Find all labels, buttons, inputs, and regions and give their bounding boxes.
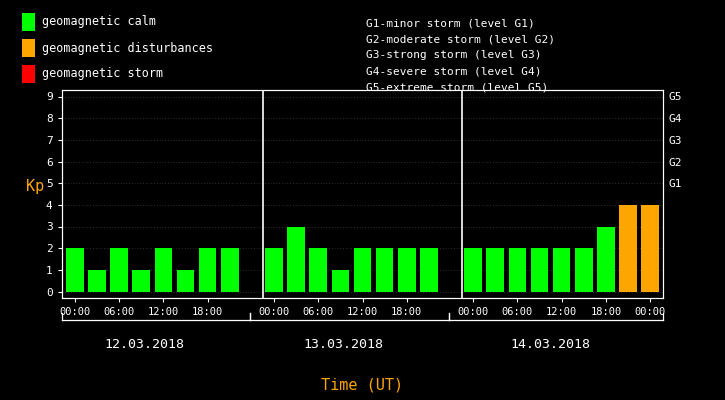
Bar	[287, 226, 305, 292]
Bar	[66, 248, 84, 292]
Text: geomagnetic calm: geomagnetic calm	[42, 16, 156, 28]
Bar	[133, 270, 150, 292]
Text: geomagnetic storm: geomagnetic storm	[42, 68, 163, 80]
Bar	[177, 270, 194, 292]
Text: G4-severe storm (level G4): G4-severe storm (level G4)	[366, 66, 542, 76]
Bar	[199, 248, 217, 292]
Bar	[575, 248, 592, 292]
Bar	[265, 248, 283, 292]
Bar	[221, 248, 239, 292]
Bar	[110, 248, 128, 292]
Bar	[619, 205, 637, 292]
Text: G3-strong storm (level G3): G3-strong storm (level G3)	[366, 50, 542, 60]
Bar	[398, 248, 415, 292]
Bar	[641, 205, 659, 292]
Bar	[531, 248, 548, 292]
Text: G5-extreme storm (level G5): G5-extreme storm (level G5)	[366, 82, 548, 92]
Bar	[486, 248, 504, 292]
Bar	[310, 248, 327, 292]
Bar	[464, 248, 482, 292]
Text: 12.03.2018: 12.03.2018	[104, 338, 185, 351]
Text: G2-moderate storm (level G2): G2-moderate storm (level G2)	[366, 34, 555, 44]
Bar	[88, 270, 106, 292]
Y-axis label: Kp: Kp	[25, 179, 44, 194]
Text: 13.03.2018: 13.03.2018	[304, 338, 384, 351]
Bar	[552, 248, 571, 292]
Bar	[508, 248, 526, 292]
Bar	[597, 226, 615, 292]
Text: G1-minor storm (level G1): G1-minor storm (level G1)	[366, 18, 535, 28]
Bar	[420, 248, 438, 292]
Text: 14.03.2018: 14.03.2018	[510, 338, 591, 351]
Bar	[331, 270, 349, 292]
Bar	[354, 248, 371, 292]
Text: Time (UT): Time (UT)	[321, 378, 404, 393]
Text: geomagnetic disturbances: geomagnetic disturbances	[42, 42, 213, 54]
Bar	[154, 248, 173, 292]
Bar	[376, 248, 394, 292]
